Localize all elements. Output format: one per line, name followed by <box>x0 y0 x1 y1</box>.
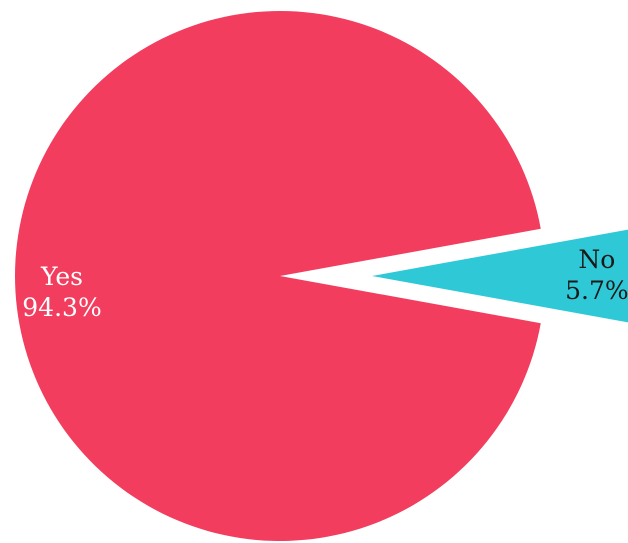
slices-layer <box>15 11 628 542</box>
slice-value-yes: 94.3% <box>22 293 101 322</box>
slice-value-no: 5.7% <box>565 276 628 305</box>
slice-label-yes: Yes <box>40 262 83 291</box>
pie-slice-no <box>372 229 628 323</box>
pie-slice-yes <box>15 11 541 542</box>
slice-label-no: No <box>578 245 615 274</box>
